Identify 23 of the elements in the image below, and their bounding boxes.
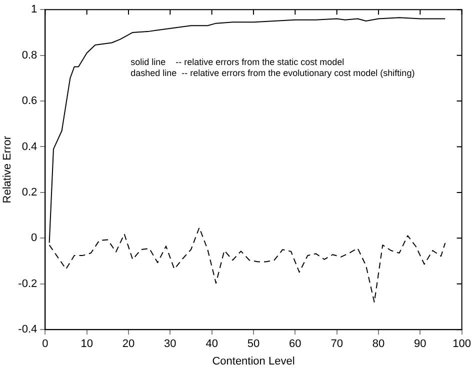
x-tick-label: 50 <box>247 338 260 350</box>
x-tick-label: 60 <box>289 338 302 350</box>
x-axis-title: Contention Level <box>212 355 295 368</box>
y-tick-label: -0.4 <box>18 324 38 336</box>
y-tick-label: -0.2 <box>18 278 38 290</box>
y-tick-label: 1 <box>31 4 38 16</box>
y-tick-label: 0.4 <box>22 140 38 153</box>
x-tick-label: 70 <box>330 338 343 350</box>
x-tick-label: 20 <box>122 338 135 350</box>
annotation: dashed line -- relative errors from the evolutionary cost model (shifting) <box>130 68 415 78</box>
x-tick-label: 0 <box>42 338 48 350</box>
y-tick-label: 0.2 <box>22 186 38 198</box>
x-tick-label: 10 <box>80 338 93 350</box>
y-tick-label: 0 <box>31 232 38 244</box>
x-tick-label: 80 <box>372 338 385 350</box>
y-tick-label: 0.8 <box>22 49 38 62</box>
x-tick-label: 100 <box>452 338 472 350</box>
y-tick-label: 0.6 <box>22 95 38 108</box>
x-tick-label: 90 <box>414 338 426 350</box>
x-tick-label: 40 <box>206 338 218 350</box>
x-tick-label: 30 <box>164 338 176 350</box>
annotation: solid line -- relative errors from the static cost model <box>130 56 344 67</box>
y-axis-title: Relative Error <box>2 136 14 204</box>
